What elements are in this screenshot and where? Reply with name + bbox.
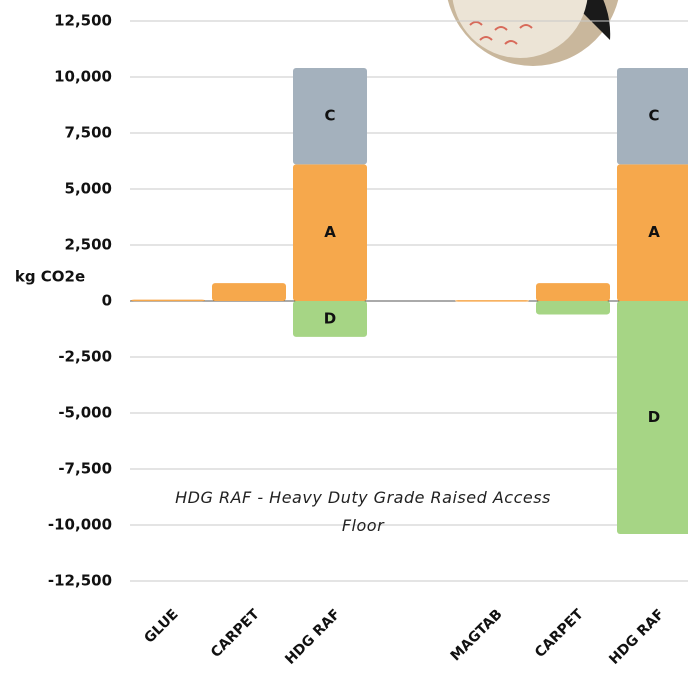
segment-label: D (648, 408, 660, 426)
x-tick-label: CARPET (532, 606, 587, 661)
x-tick-label: HDG RAF (606, 606, 667, 667)
segment-label: D (324, 309, 336, 327)
y-tick-label: 12,500 (54, 12, 112, 30)
bar-segment (212, 283, 286, 301)
bar-segment (536, 283, 610, 301)
x-tick-label: MAGTAB (448, 606, 506, 664)
y-tick-label: 5,000 (65, 180, 112, 198)
y-tick-label: -5,000 (58, 404, 112, 422)
bar-segment (617, 68, 688, 165)
segment-label: C (324, 107, 335, 125)
bar-segment (455, 300, 529, 302)
y-tick-label: -2,500 (58, 348, 112, 366)
x-tick-label: GLUE (141, 606, 181, 646)
x-tick-label: CARPET (208, 606, 263, 661)
y-tick-label: -10,000 (48, 516, 112, 534)
annotation: HDG RAF - Heavy Duty Grade Raised Access… (175, 488, 551, 535)
y-axis-label: kg CO2e (15, 268, 85, 286)
segment-label: A (648, 223, 660, 241)
segment-label: C (648, 107, 659, 125)
bar-segment (617, 164, 688, 301)
bar-segment (293, 68, 367, 165)
y-tick-label: -7,500 (58, 460, 112, 478)
bar-segment (293, 301, 367, 337)
bar-segment (293, 164, 367, 301)
bar-segment (617, 301, 688, 534)
y-tick-label: 2,500 (65, 236, 112, 254)
segment-label: A (324, 223, 336, 241)
y-tick-label: 10,000 (54, 68, 112, 86)
x-tick-label: HDG RAF (282, 606, 343, 667)
y-tick-label: 0 (102, 292, 112, 310)
y-tick-label: 7,500 (65, 124, 112, 142)
photo (447, 0, 619, 66)
y-tick-label: -12,500 (48, 572, 112, 590)
bar-segment (536, 301, 610, 315)
bar-segment (131, 299, 205, 302)
